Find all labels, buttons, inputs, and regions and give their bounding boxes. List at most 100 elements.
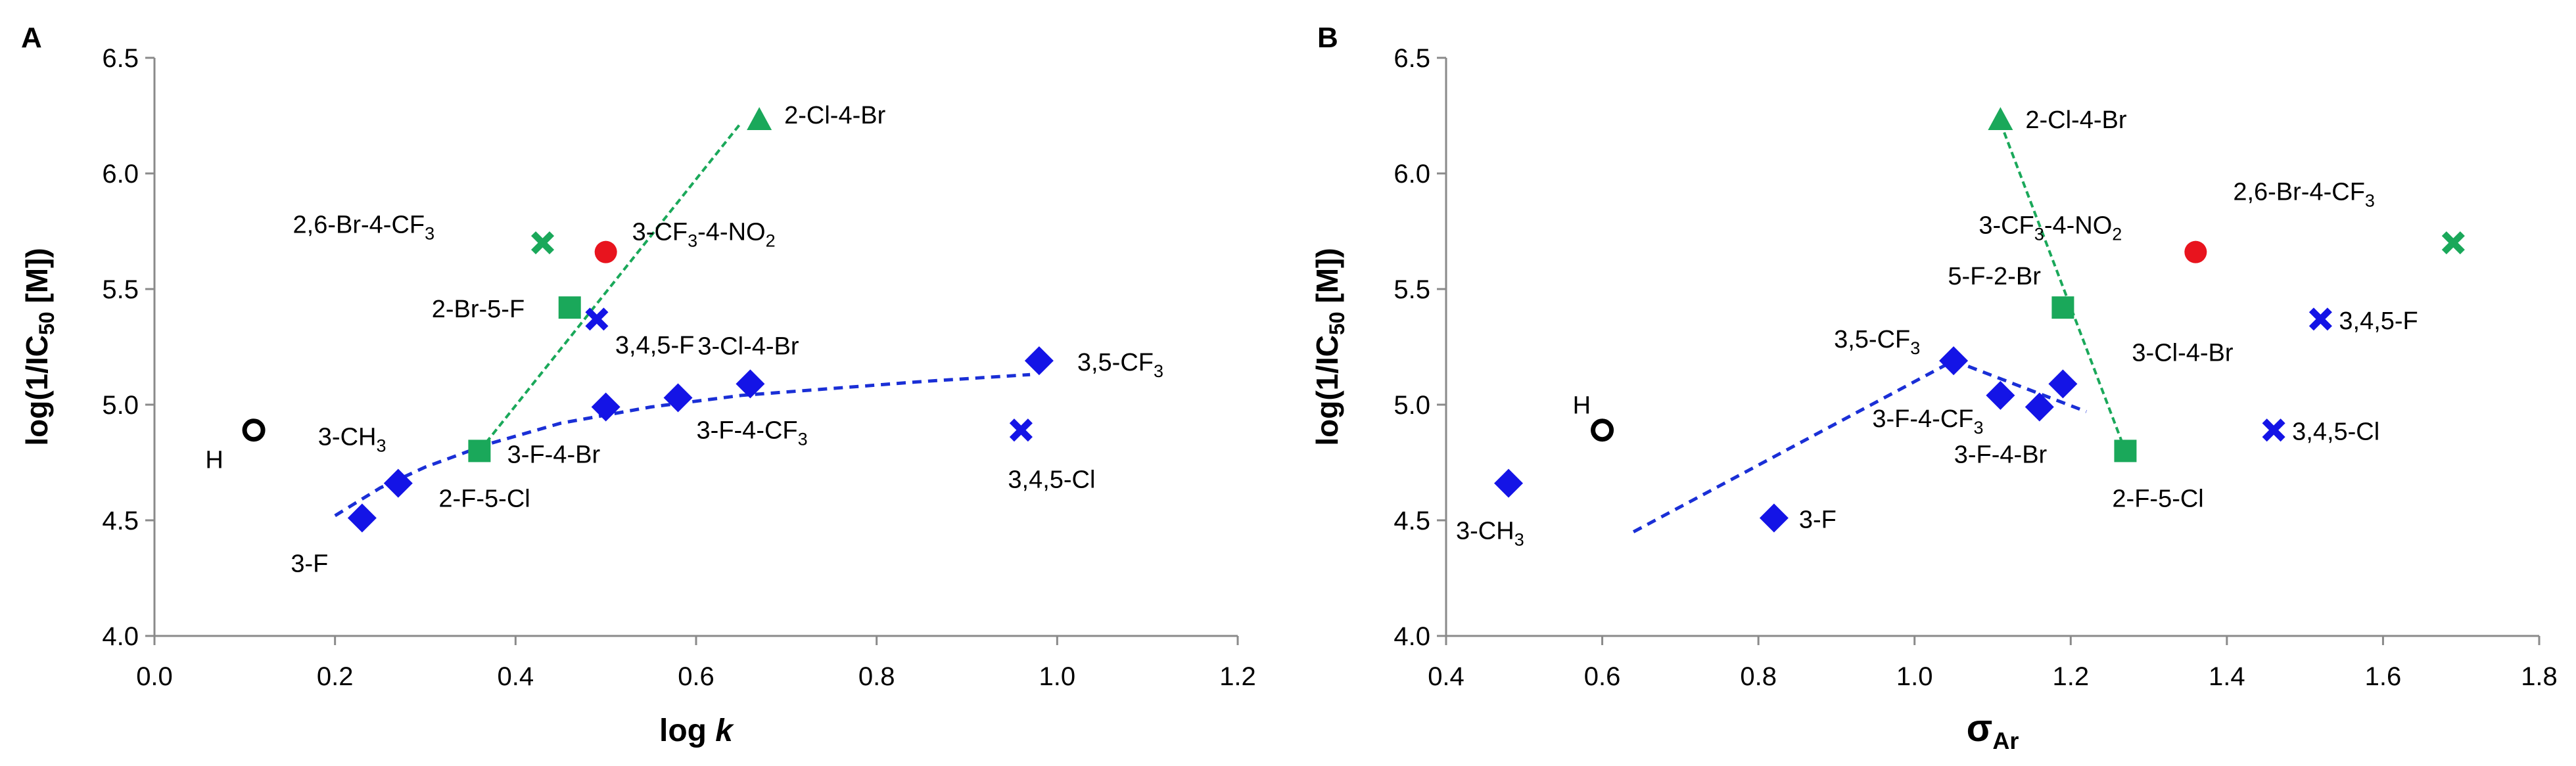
point-group: H (1573, 392, 1614, 442)
point-label: 2-Br-5-F (432, 296, 525, 323)
x-tick-label: 0.4 (1428, 662, 1464, 691)
point-label: 5-F-2-Br (1948, 263, 2041, 290)
data-point-stroke-b (1009, 418, 1033, 442)
point-label: H (205, 447, 223, 474)
x-tick-label: 1.6 (2365, 662, 2402, 691)
x-tick-label: 0.4 (498, 662, 534, 691)
point-label: 2-Cl-4-Br (2025, 106, 2126, 134)
point-group: 2-Cl-4-Br (747, 102, 886, 131)
y-tick-label: 5.0 (1393, 391, 1430, 420)
point-group: 3-Cl-4-Br (697, 332, 799, 399)
data-point-stroke-b (2262, 418, 2285, 442)
point-label: 3,5-CF3 (1834, 326, 1920, 358)
panel-label: B (1317, 22, 1338, 54)
data-point (1591, 418, 1614, 442)
point-group: 3,4,5-Cl (1008, 418, 1095, 494)
data-point (2025, 392, 2054, 422)
point-label: 2-F-5-Cl (438, 485, 530, 512)
data-point-stroke-b (530, 231, 555, 255)
data-point (1986, 380, 2015, 410)
y-tick-label: 4.5 (102, 507, 139, 535)
data-point (1024, 346, 1054, 376)
data-points: H 3-CH3 3-F 3,5-CF3 3-F-4-CF3 3-F-4-Br 3-Cl-4-… (1456, 106, 2465, 550)
point-group: H (205, 418, 266, 474)
data-point (2262, 418, 2285, 442)
point-label: 3-CH3 (1456, 518, 1524, 550)
x-axis-title: log k (659, 713, 734, 748)
data-point (1009, 418, 1033, 442)
point-label: 3,4,5-F (615, 332, 694, 359)
data-point (2048, 369, 2078, 399)
point-group: 3-F (291, 503, 377, 577)
y-tick-label: 5.5 (102, 275, 139, 304)
x-tick-label: 0.8 (858, 662, 895, 691)
point-group: 2-F-5-Cl (438, 439, 530, 512)
data-point (1494, 468, 1524, 498)
x-tick-label: 1.2 (2052, 662, 2089, 691)
point-group: 2-Br-5-F (432, 296, 581, 323)
data-point (558, 296, 581, 319)
y-tick-label: 5.0 (102, 391, 139, 420)
x-tick-label: 1.8 (2521, 662, 2558, 691)
point-group: 3-F (1759, 503, 1837, 533)
x-tick-label: 0.6 (1584, 662, 1621, 691)
point-label: H (1573, 392, 1591, 420)
data-point (242, 418, 266, 442)
point-group: 2,6-Br-4-CF3 (293, 212, 555, 255)
point-group: 3,5-CF3 (1024, 346, 1163, 381)
data-point (1988, 107, 2013, 131)
point-label: 3-F-4-Br (507, 441, 601, 469)
data-point-stroke-b (2441, 231, 2465, 255)
data-point (2184, 240, 2207, 263)
point-group: 3-CF3-4-NO2 (594, 219, 776, 263)
point-group: 3-F-4-Br (507, 392, 621, 469)
x-ticks: 0.4 0.6 0.8 1.0 1.2 1.4 1.6 1.8 (1428, 636, 2558, 691)
data-point (2441, 231, 2465, 255)
data-point-stroke-b (2308, 307, 2332, 331)
data-point (530, 231, 555, 255)
point-label: 3-F (1799, 506, 1837, 533)
x-ticks: 0.0 0.2 0.4 0.6 0.8 1.0 1.2 (136, 636, 1256, 691)
point-group: 3-CH3 (1456, 468, 1524, 550)
x-tick-label: 1.4 (2209, 662, 2245, 691)
trendline-green-fit (478, 122, 743, 452)
panel-a: A 0.0 0.2 0.4 0.6 0.8 1.0 1.2 4.0 4.5 5.0 5.5 6.0 6.5… (20, 22, 1256, 748)
point-label: 3,5-CF3 (1077, 349, 1163, 381)
data-points: H 3-F 3-CH3 3-F-4-Br 3-F-4-CF3 3-Cl-4-Br 3,5-C… (205, 102, 1163, 577)
point-label: 3-CF3-4-NO2 (1979, 212, 2122, 244)
data-point (591, 392, 621, 422)
point-group: 2-Cl-4-Br (1988, 106, 2127, 134)
y-ticks: 4.0 4.5 5.0 5.5 6.0 6.5 (1393, 44, 1446, 651)
trendline-green-fit (1999, 122, 2127, 452)
data-point (594, 240, 617, 263)
y-tick-label: 4.5 (1393, 507, 1430, 535)
panel-b: B 0.4 0.6 0.8 1.0 1.2 1.4 1.6 1.8 4.0 4.5 5.0 5.5 6.0… (1310, 22, 2558, 754)
y-tick-label: 6.5 (102, 44, 139, 73)
data-point (2051, 296, 2074, 319)
point-label: 2-Cl-4-Br (784, 102, 885, 129)
point-group: 5-F-2-Br (1948, 263, 2074, 319)
y-tick-label: 6.5 (1393, 44, 1430, 73)
data-point (2114, 439, 2137, 462)
x-tick-label: 1.2 (1219, 662, 1256, 691)
point-label: 3-F (291, 550, 328, 577)
x-tick-label: 0.2 (317, 662, 354, 691)
point-group: 3,4,5-F (2308, 307, 2418, 335)
data-point (585, 307, 609, 331)
point-label: 3-F-4-CF3 (697, 417, 808, 449)
point-group: 3,4,5-F (585, 307, 694, 359)
point-label: 3-F-4-Br (1954, 441, 2048, 469)
point-group: 3-CF3-4-NO2 (1979, 212, 2207, 263)
point-group: 3-F-4-CF3 (663, 383, 808, 449)
point-label: 3,4,5-F (2339, 307, 2418, 335)
data-point (383, 468, 413, 498)
point-label: 3,4,5-Cl (2292, 418, 2379, 446)
y-axis-title: log(1/IC50 [M]) (20, 248, 59, 445)
x-axis-title: σAr (1967, 707, 2019, 754)
data-point (747, 107, 772, 131)
point-group: 3,4,5-Cl (2262, 418, 2379, 446)
data-point (1759, 503, 1789, 533)
y-ticks: 4.0 4.5 5.0 5.5 6.0 6.5 (102, 44, 154, 651)
